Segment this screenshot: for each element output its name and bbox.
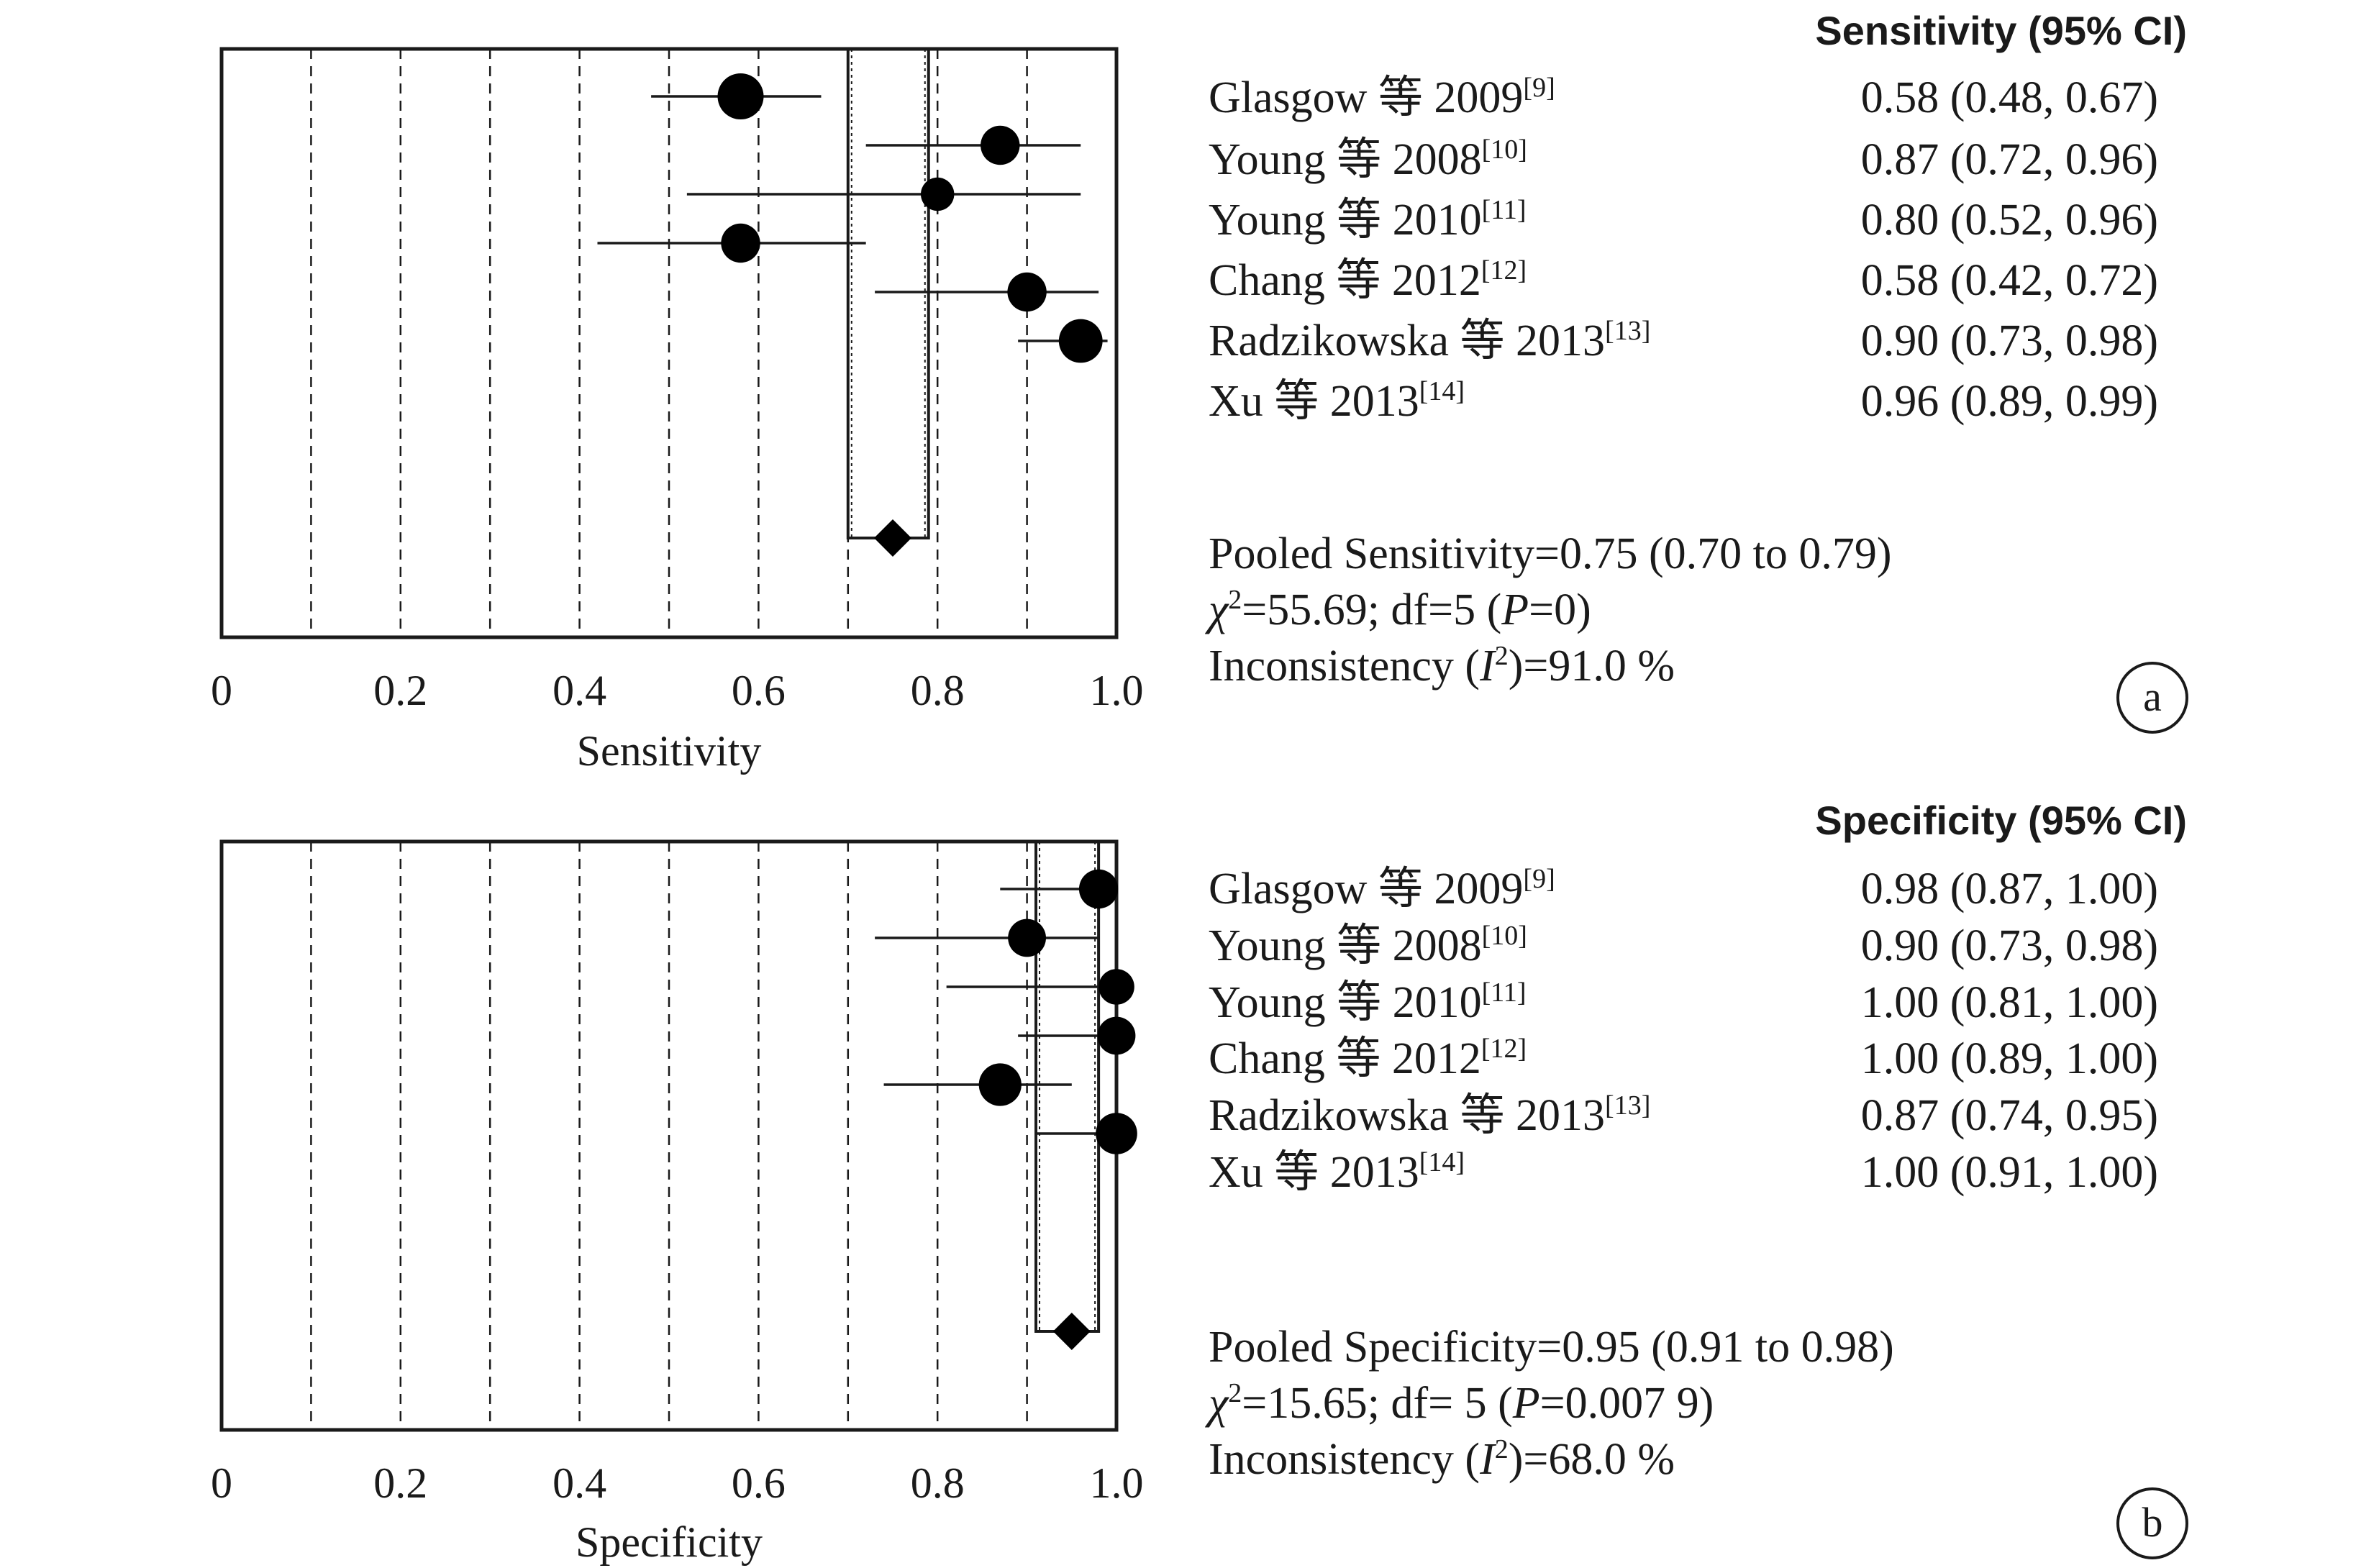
study-estimate: 0.87 (0.74, 0.95) [1861, 1091, 2158, 1140]
tick-label: 1.0 [1090, 667, 1144, 714]
study-estimate: 0.80 (0.52, 0.96) [1861, 196, 2158, 245]
tick-label: 0.6 [732, 1459, 786, 1507]
tick-label: 0.8 [911, 667, 965, 714]
study-estimate: 1.00 (0.89, 1.00) [1861, 1034, 2158, 1083]
study-label: Xu 等 2013[14] [1209, 376, 1465, 426]
tick-label: 0.2 [373, 1459, 427, 1507]
study-label: Glasgow 等 2009[9] [1209, 73, 1555, 122]
tick-label: 0.6 [732, 667, 786, 714]
tick-label: 0 [211, 667, 232, 714]
inconsistency: Inconsistency (I2)=68.0 % [1209, 1434, 1675, 1484]
pooled-text: Pooled Sensitivity=0.75 (0.70 to 0.79) [1209, 529, 1891, 578]
study-point [1058, 319, 1103, 363]
study-label: Young 等 2010[11] [1209, 977, 1526, 1027]
tick-label: 0.4 [552, 1459, 606, 1507]
study-point [1097, 1016, 1136, 1055]
svg-text:b: b [2142, 1499, 2163, 1546]
plot-area-a: 0 0.2 0.4 0.6 0.8 1.0 Sensitivity [211, 47, 1144, 775]
panel-b: 0 0.2 0.4 0.6 0.8 1.0 Specificity Specificity … [211, 798, 2188, 1566]
pooled-stats: Pooled Sensitivity=0.75 (0.70 to 0.79) χ… [1205, 529, 1891, 690]
tick-label: 0.2 [373, 667, 427, 714]
study-label: Glasgow 等 2009[9] [1209, 864, 1555, 913]
study-labels: Glasgow 等 2009[9] 0.98 (0.87, 1.00) Young … [1209, 864, 2158, 1197]
study-label: Young 等 2010[11] [1209, 195, 1526, 245]
study-estimate: 0.98 (0.87, 1.00) [1861, 865, 2158, 913]
study-estimate: 0.90 (0.73, 0.98) [1861, 921, 2158, 970]
study-point [717, 73, 764, 119]
study-label: Young 等 2008[10] [1209, 921, 1527, 970]
study-labels: Glasgow 等 2009[9] 0.58 (0.48, 0.67) Young … [1209, 73, 2158, 426]
x-axis-label: Sensitivity [577, 727, 762, 775]
study-label: Radzikowska 等 2013[13] [1209, 1090, 1650, 1140]
tick-label: 0.8 [911, 1459, 965, 1507]
plot-frame [219, 47, 1119, 639]
pooled-text: Pooled Specificity=0.95 (0.91 to 0.98) [1209, 1323, 1894, 1372]
pooled-ci-band [846, 49, 930, 539]
inconsistency: Inconsistency (I2)=91.0 % [1209, 641, 1675, 690]
study-point [721, 223, 760, 263]
study-point [1007, 272, 1047, 312]
pooled-diamond [874, 519, 911, 557]
study-point [981, 125, 1020, 165]
tick-label: 0 [211, 1459, 232, 1507]
svg-text:a: a [2143, 673, 2162, 720]
pooled-diamond [1052, 1313, 1091, 1350]
column-header: Specificity (95% CI) [1815, 798, 2187, 843]
study-label: Chang 等 2012[12] [1209, 1034, 1527, 1083]
panel-letter-b: b [2116, 1487, 2188, 1559]
panel-letter-a: a [2116, 662, 2188, 734]
study-label: Chang 等 2012[12] [1209, 255, 1527, 305]
plot-area-b: 0 0.2 0.4 0.6 0.8 1.0 Specificity [211, 839, 1144, 1566]
tick-label: 1.0 [1090, 1459, 1144, 1507]
heterogeneity-chi: χ2=55.69; df=5 (P=0) [1205, 585, 1591, 634]
panel-a: 0 0.2 0.4 0.6 0.8 1.0 Sensitivity Sensitivity … [211, 8, 2188, 775]
study-point [1078, 869, 1119, 909]
study-estimate: 0.90 (0.73, 0.98) [1861, 316, 2158, 365]
study-estimate: 1.00 (0.91, 1.00) [1861, 1148, 2158, 1197]
study-point [1098, 969, 1134, 1005]
column-header: Sensitivity (95% CI) [1815, 8, 2187, 53]
x-axis-label: Specificity [576, 1518, 763, 1566]
study-point [978, 1063, 1022, 1106]
study-estimate: 1.00 (0.81, 1.00) [1861, 978, 2158, 1027]
study-label: Young 等 2008[10] [1209, 135, 1527, 184]
study-point [921, 177, 955, 211]
study-point [1096, 1113, 1137, 1154]
heterogeneity-chi: χ2=15.65; df= 5 (P=0.007 9) [1205, 1378, 1714, 1428]
study-label: Xu 等 2013[14] [1209, 1147, 1465, 1197]
pooled-ci-band [1034, 842, 1101, 1333]
study-estimate: 0.87 (0.72, 0.96) [1861, 135, 2158, 184]
study-estimate: 0.96 (0.89, 0.99) [1861, 377, 2158, 426]
study-point [1008, 919, 1046, 957]
study-estimate: 0.58 (0.48, 0.67) [1861, 73, 2158, 122]
study-label: Radzikowska 等 2013[13] [1209, 316, 1650, 365]
study-estimate: 0.58 (0.42, 0.72) [1861, 256, 2158, 305]
tick-label: 0.4 [552, 667, 606, 714]
pooled-stats: Pooled Specificity=0.95 (0.91 to 0.98) χ… [1205, 1323, 1894, 1484]
